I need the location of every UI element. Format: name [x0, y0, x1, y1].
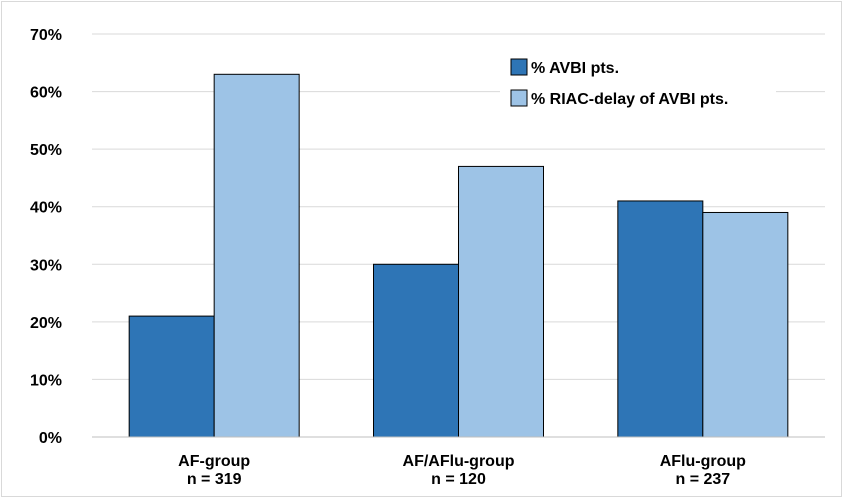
legend: % AVBI pts. % RIAC-delay of AVBI pts.	[500, 52, 776, 122]
legend-swatch-1	[510, 89, 528, 107]
bar-riac-delay-2	[702, 211, 789, 438]
y-tick-label-0: 0%	[39, 430, 62, 447]
y-tick-label-10: 10%	[30, 372, 62, 389]
legend-background	[500, 52, 776, 122]
y-tick-label-50: 50%	[30, 142, 62, 159]
bars	[128, 73, 789, 438]
x-category-label-1-line-1: n = 120	[431, 471, 486, 488]
legend-label-1: % RIAC-delay of AVBI pts.	[531, 91, 728, 108]
x-category-label-1-line-0: AF/AFlu-group	[403, 453, 515, 470]
y-tick-label-20: 20%	[30, 315, 62, 332]
bar-riac-delay-0	[213, 73, 300, 438]
legend-swatch-0	[510, 58, 528, 76]
y-tick-label-60: 60%	[30, 85, 62, 102]
y-tick-label-70: 70%	[30, 27, 62, 44]
x-category-label-2-line-1: n = 237	[675, 471, 730, 488]
y-tick-label-30: 30%	[30, 257, 62, 274]
bar-avbi-1	[373, 263, 459, 438]
x-category-label-2-line-0: AFlu-group	[660, 453, 746, 470]
x-category-label-0-line-1: n = 319	[187, 471, 242, 488]
bar-riac-delay-1	[458, 165, 544, 438]
y-tick-label-40: 40%	[30, 200, 62, 217]
x-category-label-0-line-0: AF-group	[178, 453, 250, 470]
bar-avbi-2	[617, 200, 704, 438]
legend-label-0: % AVBI pts.	[531, 60, 619, 77]
bar-avbi-0	[128, 315, 215, 438]
